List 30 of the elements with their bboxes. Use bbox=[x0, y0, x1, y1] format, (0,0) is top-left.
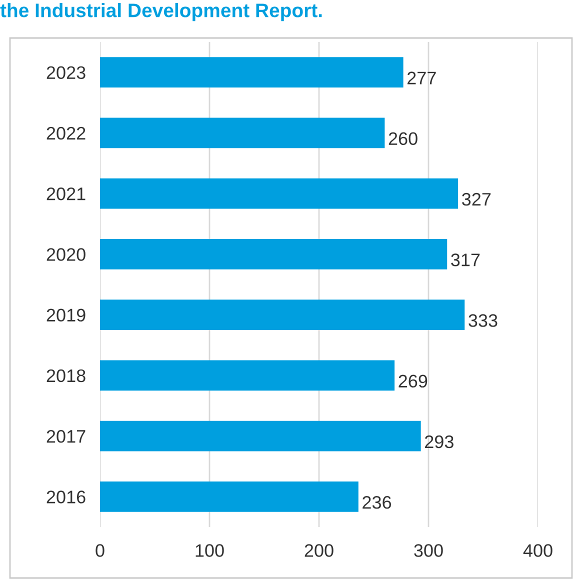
x-tick-label: 200 bbox=[304, 544, 334, 557]
y-tick-label: 2016 bbox=[46, 490, 86, 504]
bar bbox=[100, 118, 385, 148]
y-tick-label: 2022 bbox=[46, 126, 86, 140]
bar bbox=[100, 360, 395, 391]
data-label: 269 bbox=[398, 374, 428, 388]
y-tick-label: 2019 bbox=[46, 308, 86, 322]
data-label: 277 bbox=[408, 72, 436, 84]
y-tick-label: 2020 bbox=[46, 248, 86, 261]
bar bbox=[100, 420, 421, 452]
bar bbox=[100, 57, 404, 88]
chart-title: the Industrial Development Report. bbox=[0, 3, 322, 22]
x-tick-label: 100 bbox=[196, 544, 224, 557]
bar bbox=[100, 178, 458, 209]
data-label: 293 bbox=[425, 435, 454, 448]
bar bbox=[100, 482, 358, 512]
bar bbox=[100, 239, 448, 270]
data-label: 260 bbox=[388, 132, 418, 146]
y-tick-label: 2018 bbox=[46, 369, 86, 382]
y-tick-label: 2023 bbox=[46, 66, 86, 80]
data-label: 333 bbox=[468, 314, 498, 327]
data-label: 236 bbox=[362, 496, 392, 509]
x-tick-label: 400 bbox=[523, 544, 552, 557]
data-label: 317 bbox=[451, 254, 480, 266]
y-tick-label: 2021 bbox=[46, 187, 86, 200]
x-tick-label: 0 bbox=[96, 544, 104, 557]
bar bbox=[100, 300, 465, 330]
y-tick-label: 2017 bbox=[46, 430, 86, 443]
x-tick-label: 300 bbox=[414, 544, 443, 557]
data-label: 327 bbox=[462, 192, 491, 206]
